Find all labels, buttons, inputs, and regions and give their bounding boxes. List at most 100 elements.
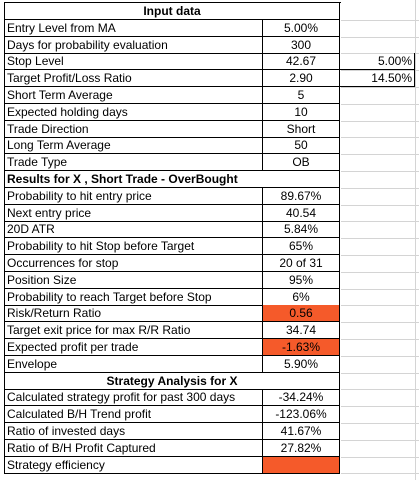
row-value-cell[interactable]: 95%: [262, 272, 340, 289]
row-label-cell[interactable]: Target exit price for max R/R Ratio: [4, 322, 262, 339]
table-row: Entry Level from MA 5.00%: [0, 20, 419, 37]
row-label-cell[interactable]: Short Term Average: [4, 87, 262, 104]
gridline: [341, 289, 419, 290]
gridline: [341, 137, 419, 138]
table-row: Next entry price 40.54: [0, 205, 419, 222]
gridline: [341, 238, 419, 239]
gridline: [341, 221, 419, 222]
gridline: [341, 37, 419, 38]
table-row: Short Term Average 5: [0, 87, 419, 104]
row-label-cell[interactable]: Occurrences for stop: [4, 255, 262, 272]
row-label-cell[interactable]: Long Term Average: [4, 137, 262, 154]
row-value-cell[interactable]: 6%: [262, 289, 340, 306]
section-title[interactable]: Strategy Analysis for X: [4, 373, 340, 390]
table-row: 20D ATR 5.84%: [0, 221, 419, 238]
gridline: [341, 20, 419, 21]
table-row: Probability to reach Target before Stop 6…: [0, 289, 419, 306]
row-label-cell[interactable]: Probability to hit entry price: [4, 188, 262, 205]
section-header-row: Strategy Analysis for X: [0, 373, 419, 390]
row-label-cell[interactable]: Calculated B/H Trend profit: [4, 406, 262, 423]
row-label-cell[interactable]: Ratio of invested days: [4, 423, 262, 440]
gridline: [341, 272, 419, 273]
row-value-cell[interactable]: 5: [262, 87, 340, 104]
table-row: Risk/Return Ratio 0.56: [0, 305, 419, 322]
table-row: Position Size 95%: [0, 272, 419, 289]
row-label-cell[interactable]: Next entry price: [4, 205, 262, 222]
row-value-cell[interactable]: 40.54: [262, 205, 340, 222]
row-value-cell[interactable]: 5.90%: [262, 356, 340, 373]
gridline: [341, 440, 419, 441]
row-label-cell[interactable]: Strategy efficiency: [4, 457, 262, 474]
row-label-cell[interactable]: Trade Type: [4, 154, 262, 171]
section-title[interactable]: Input data: [4, 3, 340, 20]
row-value-cell[interactable]: 89.67%: [262, 188, 340, 205]
gridline: [341, 356, 419, 357]
row-value-cell[interactable]: [262, 457, 340, 474]
row-value-cell[interactable]: 5.00%: [262, 20, 340, 37]
row-value-cell[interactable]: 34.74: [262, 322, 340, 339]
section-title[interactable]: Results for X , Short Trade - OverBought: [4, 171, 340, 188]
section-header-row: Input data: [0, 3, 419, 20]
row-label-cell[interactable]: Target Profit/Loss Ratio: [4, 70, 262, 87]
gridline: [341, 87, 419, 88]
gridline: [341, 121, 419, 122]
row-label-cell[interactable]: Expected holding days: [4, 104, 262, 121]
gridline: [341, 171, 419, 172]
table-row: Long Term Average 50: [0, 137, 419, 154]
table-row: Envelope 5.90%: [0, 356, 419, 373]
row-value-cell[interactable]: 20 of 31: [262, 255, 340, 272]
table-row: Probability to hit entry price 89.67%: [0, 188, 419, 205]
table-row: Expected holding days 10: [0, 104, 419, 121]
row-value-cell[interactable]: -34.24%: [262, 389, 340, 406]
table-row: Strategy efficiency: [0, 457, 419, 474]
row-value-cell[interactable]: -123.06%: [262, 406, 340, 423]
row-value-cell[interactable]: 5.84%: [262, 221, 340, 238]
table-row: Stop Level 42.67 5.00%: [0, 53, 419, 70]
row-extra-cell[interactable]: 14.50%: [340, 70, 415, 87]
gridline: [341, 104, 419, 105]
gridline: [341, 322, 419, 323]
row-label-cell[interactable]: Probability to reach Target before Stop: [4, 289, 262, 306]
row-label-cell[interactable]: Stop Level: [4, 53, 262, 70]
row-value-cell[interactable]: 2.90: [262, 70, 340, 87]
table-row: Ratio of B/H Profit Captured 27.82%: [0, 440, 419, 457]
gridline: [341, 305, 419, 306]
row-value-cell[interactable]: 300: [262, 37, 340, 54]
table-row: Calculated strategy profit for past 300 …: [0, 389, 419, 406]
table-row: Target Profit/Loss Ratio 2.90 14.50%: [0, 70, 419, 87]
row-label-cell[interactable]: 20D ATR: [4, 221, 262, 238]
table-row: Ratio of invested days 41.67%: [0, 423, 419, 440]
row-value-cell[interactable]: 41.67%: [262, 423, 340, 440]
row-label-cell[interactable]: Position Size: [4, 272, 262, 289]
row-label-cell[interactable]: Entry Level from MA: [4, 20, 262, 37]
gridline: [341, 188, 419, 189]
row-label-cell[interactable]: Probability to hit Stop before Target: [4, 238, 262, 255]
row-value-cell[interactable]: OB: [262, 154, 340, 171]
table-row: Probability to hit Stop before Target 65%: [0, 238, 419, 255]
gridline: [341, 339, 419, 340]
row-value-cell[interactable]: 0.56: [262, 305, 340, 322]
gridline: [341, 53, 419, 54]
row-value-cell[interactable]: 42.67: [262, 53, 340, 70]
row-value-cell[interactable]: 27.82%: [262, 440, 340, 457]
row-label-cell[interactable]: Days for probability evaluation: [4, 37, 262, 54]
gridline: [341, 70, 419, 71]
table-row: Expected profit per trade -1.63%: [0, 339, 419, 356]
row-label-cell[interactable]: Ratio of B/H Profit Captured: [4, 440, 262, 457]
row-label-cell[interactable]: Expected profit per trade: [4, 339, 262, 356]
row-value-cell[interactable]: Short: [262, 121, 340, 138]
row-value-cell[interactable]: 50: [262, 137, 340, 154]
gridline: [341, 373, 419, 374]
row-extra-cell[interactable]: 5.00%: [340, 53, 415, 70]
gridline: [341, 389, 419, 390]
row-label-cell[interactable]: Calculated strategy profit for past 300 …: [4, 389, 262, 406]
row-value-cell[interactable]: 10: [262, 104, 340, 121]
table-row: Calculated B/H Trend profit -123.06%: [0, 406, 419, 423]
gridline: [341, 473, 419, 474]
section-header-row: Results for X , Short Trade - OverBought: [0, 171, 419, 188]
row-label-cell[interactable]: Envelope: [4, 356, 262, 373]
row-value-cell[interactable]: 65%: [262, 238, 340, 255]
row-label-cell[interactable]: Trade Direction: [4, 121, 262, 138]
row-label-cell[interactable]: Risk/Return Ratio: [4, 305, 262, 322]
row-value-cell[interactable]: -1.63%: [262, 339, 340, 356]
